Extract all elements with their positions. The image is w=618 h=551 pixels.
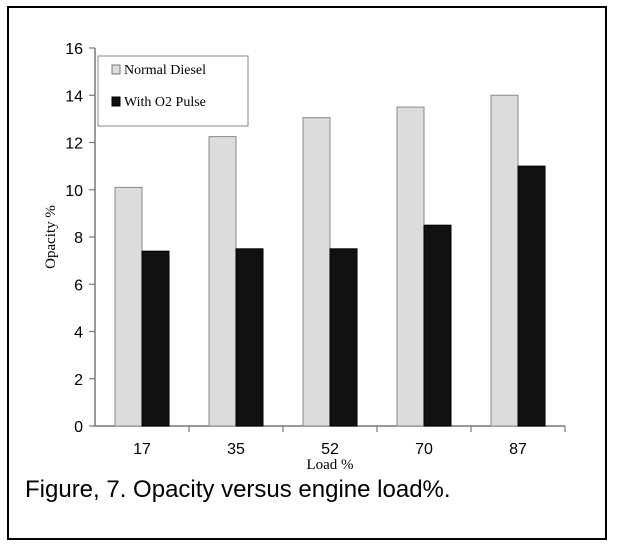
chart-bars [114, 94, 546, 427]
y-tick-label: 8 [74, 230, 83, 247]
y-axis-label: Opacity % [43, 205, 59, 269]
bar-with-o2-pulse [235, 248, 264, 427]
y-tick-label: 0 [74, 419, 83, 436]
x-tick-label: 70 [415, 441, 433, 458]
x-tick-label: 35 [227, 441, 245, 458]
y-tick-label: 14 [65, 88, 83, 105]
y-tick-label: 12 [65, 136, 83, 153]
y-tick-label: 6 [74, 277, 83, 294]
legend-label: Normal Diesel [124, 63, 206, 78]
x-axis-label: Load % [306, 457, 353, 470]
y-tick-label: 10 [65, 183, 83, 200]
bar-normal-diesel [302, 117, 331, 427]
bar-normal-diesel [396, 106, 425, 427]
y-tick-label: 2 [74, 372, 83, 389]
y-tick-label: 16 [65, 41, 83, 58]
bar-chart: 0 2 4 6 8 10 12 14 16 17 35 52 70 87 Normal Diesel Wit… [43, 41, 566, 470]
x-tick-label: 52 [321, 441, 339, 458]
chart-legend: Normal Diesel With O2 Pulse [97, 55, 249, 127]
figure-caption: Figure, 7. Opacity versus engine load%. [25, 476, 451, 503]
legend-swatch [111, 64, 121, 75]
legend-label: With O2 Pulse [124, 95, 206, 110]
legend-box [97, 55, 249, 127]
x-tick-label: 87 [509, 441, 527, 458]
bar-normal-diesel [114, 186, 143, 427]
bar-with-o2-pulse [329, 248, 358, 427]
x-tick-label: 17 [133, 441, 151, 458]
bar-with-o2-pulse [517, 165, 546, 427]
bar-with-o2-pulse [141, 250, 170, 427]
bar-normal-diesel [208, 136, 237, 427]
y-tick-label: 4 [74, 325, 83, 342]
legend-swatch [111, 96, 121, 107]
bar-with-o2-pulse [423, 224, 452, 427]
chart-axes: 0 2 4 6 8 10 12 14 16 17 35 52 70 87 [65, 41, 566, 458]
bar-normal-diesel [490, 94, 519, 427]
